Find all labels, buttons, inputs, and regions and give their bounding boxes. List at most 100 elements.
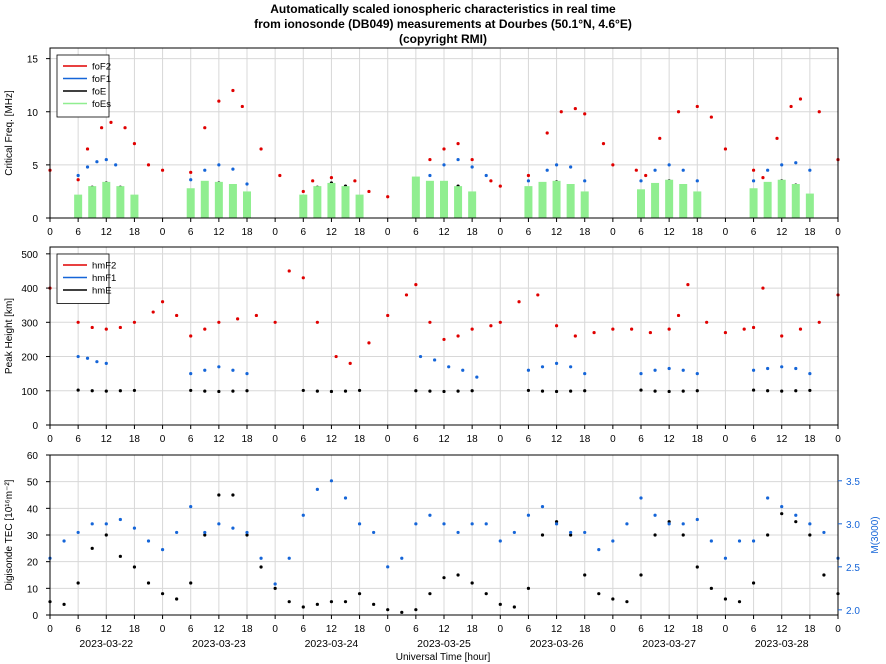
point-m-3000- [245, 530, 249, 535]
x-tick-label: 0 [385, 434, 391, 445]
point-tec [301, 605, 305, 609]
point-hmf2 [315, 320, 319, 324]
x-tick-label: 18 [354, 624, 366, 635]
point-fof1 [780, 163, 784, 167]
point-fof1 [95, 160, 99, 164]
point-hme [583, 389, 587, 393]
y-tick-label: 50 [27, 478, 39, 489]
point-hmf1 [76, 354, 80, 359]
point-fof2 [634, 168, 638, 172]
point-m-3000- [217, 522, 221, 526]
bar-foes [777, 179, 786, 218]
point-tec [723, 597, 728, 601]
bar-foes [355, 194, 364, 218]
bar-foes [313, 186, 322, 218]
point-hmf2 [414, 283, 418, 287]
point-hmf1 [569, 365, 573, 369]
point-fof2 [470, 157, 474, 162]
point-fof1 [808, 168, 812, 172]
point-fof2 [695, 104, 699, 109]
bar-foes [102, 181, 111, 218]
point-tec [386, 608, 390, 612]
point-m-3000- [554, 522, 559, 526]
point-hmf2 [498, 320, 502, 324]
point-m-3000- [625, 522, 629, 526]
point-tec [808, 533, 812, 537]
point-tec [90, 546, 94, 550]
point-fof2 [76, 178, 80, 182]
point-hme [343, 389, 348, 393]
point-fof2 [301, 189, 305, 194]
bar-foes [552, 180, 561, 218]
point-tec [357, 592, 362, 596]
point-hme [681, 389, 685, 393]
point-fof2 [146, 163, 151, 167]
point-hmf1 [695, 372, 699, 376]
point-hme [695, 389, 699, 393]
bar-foes [327, 182, 336, 218]
x-tick-label: 12 [438, 624, 450, 635]
bar-foes [116, 186, 125, 218]
x-tick-label: 0 [723, 434, 729, 445]
x-tick-label: 12 [101, 624, 113, 635]
point-hmf1 [217, 365, 221, 369]
point-hmf2 [151, 310, 155, 314]
bar-foes [425, 180, 434, 218]
x-tick-label: 0 [610, 624, 616, 635]
point-m-3000- [526, 513, 531, 517]
point-tec [245, 533, 249, 537]
point-m-3000- [175, 530, 179, 535]
point-hme [231, 389, 235, 393]
point-fof1 [554, 163, 559, 167]
point-tec [118, 554, 122, 558]
x-tick-label: 18 [354, 434, 366, 445]
x-tick-label: 6 [413, 227, 419, 238]
point-hmf2 [780, 334, 784, 338]
point-tec [569, 533, 573, 537]
point-fof1 [76, 173, 80, 178]
legend-label: foF2 [92, 62, 111, 73]
point-fof1 [681, 168, 685, 172]
bar-foes [341, 186, 350, 218]
x-tick-label: 12 [326, 624, 338, 635]
point-hmf2 [90, 325, 94, 330]
point-hmf1 [751, 368, 756, 372]
point-fof1 [114, 163, 118, 167]
point-hme [76, 388, 80, 392]
point-m-3000- [372, 530, 376, 535]
point-tec [315, 602, 319, 606]
x-tick-label: 0 [272, 227, 278, 238]
point-fof1 [231, 167, 235, 171]
x-tick-label: 6 [188, 434, 194, 445]
point-m-3000- [400, 556, 404, 560]
point-hmf2 [761, 286, 765, 290]
point-m-3000- [132, 526, 137, 530]
point-tec [217, 493, 221, 497]
point-hmf1 [203, 368, 207, 372]
point-hme [808, 388, 812, 393]
point-hmf1 [583, 372, 587, 376]
x-tick-label: 6 [301, 624, 307, 635]
point-fof2 [442, 147, 446, 151]
x-tick-label: 0 [160, 434, 166, 445]
point-tec [498, 602, 502, 606]
point-fof2 [817, 110, 821, 114]
point-tec [653, 533, 657, 537]
x-tick-label: 6 [751, 624, 757, 635]
x-tick-label: 0 [723, 227, 729, 238]
point-fof1 [428, 173, 432, 178]
point-hmf1 [85, 356, 90, 360]
point-tec [414, 608, 418, 612]
point-fof1 [751, 179, 756, 183]
figure-title-line-1: Automatically scaled ionospheric charact… [270, 2, 616, 16]
x-tick-label: 18 [354, 227, 366, 238]
point-tec [751, 581, 756, 585]
bar-foes [665, 179, 674, 218]
x-tick-label: 18 [241, 624, 253, 635]
bar-foes [637, 189, 645, 218]
point-hmf2 [367, 341, 371, 345]
point-hme [329, 389, 334, 394]
y-tick-label: 30 [27, 531, 39, 542]
point-fof2 [676, 110, 681, 114]
bar-foes [524, 186, 533, 218]
